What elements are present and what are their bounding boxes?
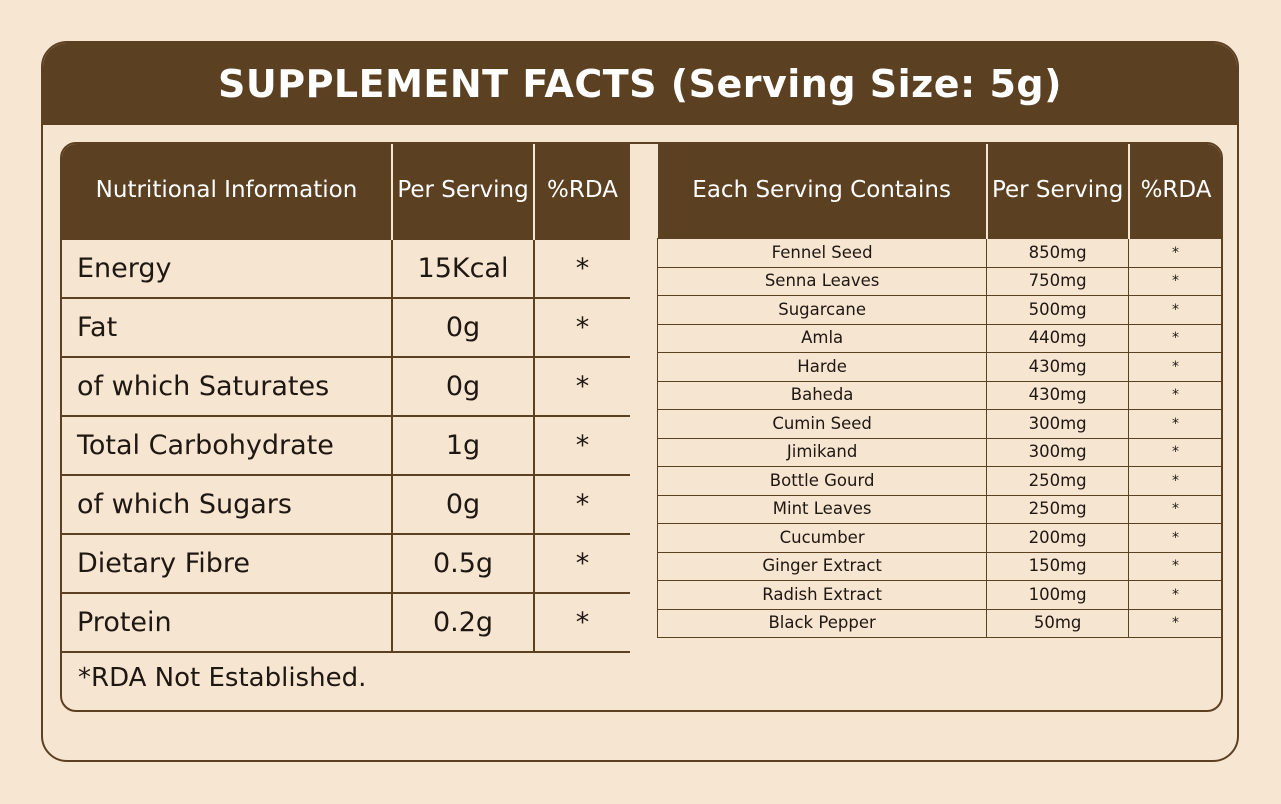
ingredient-name: Bottle Gourd (656, 466, 988, 496)
nutrient-name: of which Saturates (62, 356, 393, 417)
ingredient-name: Senna Leaves (656, 266, 988, 296)
table-row: Mint Leaves 250mg * (656, 494, 1221, 524)
nutrient-rda: * (533, 533, 630, 594)
ingredient-name: Cumin Seed (656, 409, 988, 439)
supplement-facts-card: SUPPLEMENT FACTS (Serving Size: 5g) Nutr… (41, 41, 1239, 762)
ingredient-name: Mint Leaves (656, 494, 988, 524)
table-row: Fat 0g * (62, 297, 630, 358)
ingredient-name: Amla (656, 323, 988, 353)
table-row: Baheda 430mg * (656, 380, 1221, 410)
nutrient-name: Dietary Fibre (62, 533, 393, 594)
nutrient-value: 0.2g (391, 592, 535, 653)
nutrient-value: 0.5g (391, 533, 535, 594)
ingredient-name: Black Pepper (656, 608, 988, 638)
table-row: Total Carbohydrate 1g * (62, 415, 630, 476)
ingredient-name: Ginger Extract (656, 551, 988, 581)
ingredient-rda: * (1128, 494, 1221, 524)
table-row: of which Sugars 0g * (62, 474, 630, 535)
ingredient-rda: * (1128, 409, 1221, 439)
ingredient-rda: * (1128, 608, 1221, 638)
nutrition-header-per-serving: Per Serving (392, 144, 535, 239)
ingredient-value: 150mg (986, 551, 1130, 581)
nutrient-value: 1g (391, 415, 535, 476)
rda-footnote: *RDA Not Established. (78, 663, 367, 693)
ingredient-value: 50mg (986, 608, 1130, 638)
nutrient-value: 0g (391, 474, 535, 535)
ingredient-value: 100mg (986, 580, 1130, 610)
page-title: SUPPLEMENT FACTS (Serving Size: 5g) (218, 62, 1062, 106)
table-row: Senna Leaves 750mg * (656, 266, 1221, 296)
nutrient-rda: * (533, 415, 630, 476)
ingredient-rda: * (1128, 551, 1221, 581)
table-row: Amla 440mg * (656, 323, 1221, 353)
table-row: Bottle Gourd 250mg * (656, 466, 1221, 496)
ingredient-value: 300mg (986, 409, 1130, 439)
table-row: Harde 430mg * (656, 352, 1221, 382)
ingredient-name: Baheda (656, 380, 988, 410)
ingredient-rda: * (1128, 466, 1221, 496)
table-row: Jimikand 300mg * (656, 437, 1221, 467)
table-row: Protein 0.2g * (62, 592, 630, 653)
ingredient-value: 300mg (986, 437, 1130, 467)
ingredients-header-per-serving: Per Serving (986, 144, 1130, 239)
nutrition-header-rda: %RDA (534, 144, 630, 239)
nutrient-value: 0g (391, 356, 535, 417)
ingredient-name: Harde (656, 352, 988, 382)
ingredient-value: 430mg (986, 352, 1130, 382)
table-row: Ginger Extract 150mg * (656, 551, 1221, 581)
ingredient-value: 430mg (986, 380, 1130, 410)
ingredient-rda: * (1128, 523, 1221, 553)
nutrient-value: 15Kcal (391, 238, 535, 299)
ingredients-header-rda: %RDA (1128, 144, 1221, 239)
title-bar: SUPPLEMENT FACTS (Serving Size: 5g) (43, 43, 1237, 125)
nutrient-name: Fat (62, 297, 393, 358)
ingredient-rda: * (1128, 580, 1221, 610)
ingredient-value: 440mg (986, 323, 1130, 353)
nutrient-name: of which Sugars (62, 474, 393, 535)
ingredient-rda: * (1128, 380, 1221, 410)
table-row: Radish Extract 100mg * (656, 580, 1221, 610)
ingredient-value: 850mg (986, 238, 1130, 268)
ingredient-rda: * (1128, 352, 1221, 382)
ingredients-header-row: Each Serving Contains Per Serving %RDA (657, 144, 1221, 239)
ingredient-value: 200mg (986, 523, 1130, 553)
ingredient-name: Cucumber (656, 523, 988, 553)
ingredient-rda: * (1128, 437, 1221, 467)
nutrient-rda: * (533, 297, 630, 358)
nutrient-rda: * (533, 238, 630, 299)
table-row: Fennel Seed 850mg * (656, 238, 1221, 268)
table-row: Dietary Fibre 0.5g * (62, 533, 630, 594)
nutrition-header-name: Nutritional Information (62, 144, 393, 239)
nutrient-rda: * (533, 592, 630, 653)
table-row: Sugarcane 500mg * (656, 295, 1221, 325)
table-row: Black Pepper 50mg * (656, 608, 1221, 638)
ingredient-name: Fennel Seed (656, 238, 988, 268)
nutrient-rda: * (533, 474, 630, 535)
ingredient-name: Radish Extract (656, 580, 988, 610)
table-row: of which Saturates 0g * (62, 356, 630, 417)
table-row: Cumin Seed 300mg * (656, 409, 1221, 439)
ingredient-value: 250mg (986, 466, 1130, 496)
ingredient-value: 750mg (986, 266, 1130, 296)
nutrient-name: Protein (62, 592, 393, 653)
ingredient-name: Sugarcane (656, 295, 988, 325)
nutrient-name: Energy (62, 238, 393, 299)
ingredient-value: 250mg (986, 494, 1130, 524)
table-row: Cucumber 200mg * (656, 523, 1221, 553)
nutrient-rda: * (533, 356, 630, 417)
ingredient-rda: * (1128, 323, 1221, 353)
ingredients-table: Each Serving Contains Per Serving %RDA F… (656, 144, 1221, 638)
nutrient-name: Total Carbohydrate (62, 415, 393, 476)
facts-panel: Nutritional Information Per Serving %RDA… (60, 142, 1223, 712)
ingredient-value: 500mg (986, 295, 1130, 325)
ingredient-rda: * (1128, 266, 1221, 296)
nutrition-header-row: Nutritional Information Per Serving %RDA (62, 144, 630, 239)
nutrient-value: 0g (391, 297, 535, 358)
ingredients-header-name: Each Serving Contains (657, 144, 988, 239)
ingredient-rda: * (1128, 295, 1221, 325)
nutrition-table: Nutritional Information Per Serving %RDA… (62, 144, 630, 653)
ingredient-name: Jimikand (656, 437, 988, 467)
ingredient-rda: * (1128, 238, 1221, 268)
table-row: Energy 15Kcal * (62, 238, 630, 299)
